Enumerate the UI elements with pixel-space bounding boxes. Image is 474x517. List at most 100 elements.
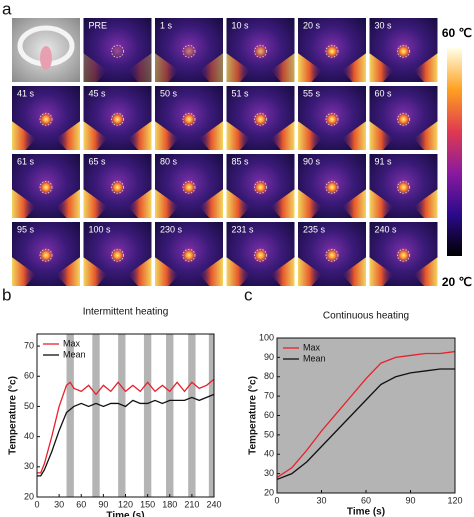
thermal-leg: [270, 121, 295, 150]
y-axis-title: Temperature (°c): [8, 376, 19, 455]
thermal-leg: [127, 257, 152, 286]
thermal-spot: [181, 247, 197, 264]
x-tick-label: 180: [162, 499, 177, 509]
thermal-spot: [38, 111, 54, 128]
x-tick-label: 210: [184, 499, 199, 509]
time-label: 60 s: [375, 88, 393, 98]
thermal-leg: [342, 257, 366, 286]
thermal-leg: [56, 189, 80, 218]
y-tick-label: 70: [264, 391, 274, 401]
time-label: 1 s: [160, 20, 173, 30]
roi-circle: [397, 112, 410, 126]
thermal-leg: [127, 121, 152, 150]
series-line: [37, 378, 215, 474]
thermal-leg: [342, 189, 366, 218]
thermal-spot: [109, 43, 126, 60]
thermal-leg: [83, 257, 108, 286]
plot-area: [277, 338, 455, 493]
roi-circle: [397, 248, 410, 262]
x-tick-label: 120: [118, 499, 133, 509]
y-tick-label: 30: [24, 461, 34, 471]
legend-label: Mean: [63, 349, 86, 359]
roi-circle: [39, 180, 53, 194]
roi-circle: [182, 180, 196, 194]
chart-title: Intermittent heating: [83, 307, 169, 318]
thermal-leg: [83, 189, 108, 218]
x-tick-label: 120: [447, 495, 462, 505]
time-label: 45 s: [89, 88, 107, 98]
thermal-leg: [226, 121, 251, 150]
roi-circle: [39, 248, 53, 262]
x-tick-label: 240: [206, 499, 221, 509]
y-tick-label: 40: [264, 449, 274, 459]
roi-circle: [39, 112, 53, 126]
y-tick-label: 50: [24, 401, 34, 411]
y-tick-label: 90: [264, 352, 274, 362]
thermal-leg: [199, 257, 223, 286]
x-tick-label: 90: [98, 499, 108, 509]
time-label: 50 s: [160, 88, 178, 98]
y-tick-label: 80: [264, 371, 274, 381]
time-label: 91 s: [375, 156, 393, 166]
thermal-leg: [369, 121, 394, 150]
photo-mouse: [40, 46, 52, 70]
thermal-leg: [413, 257, 438, 286]
shaded-region: [188, 334, 196, 497]
charts: 0 30 60 90 120 150 180 210 240 20 30 40 50 60 70 Interm…: [8, 307, 463, 517]
thermal-leg: [56, 257, 80, 286]
thermal-leg: [12, 257, 36, 286]
x-tick-label: 30: [54, 499, 64, 509]
shaded-region: [208, 334, 214, 497]
time-label: 10 s: [232, 20, 250, 30]
thermal-leg: [369, 53, 394, 82]
thermal-spot: [395, 247, 412, 264]
thermal-leg: [155, 257, 179, 286]
thermal-spot: [324, 179, 340, 196]
colorbar-min: 20 ℃: [442, 275, 472, 289]
legend-label: Max: [303, 342, 321, 352]
chart-title: Continuous heating: [323, 311, 409, 322]
colorbar: [447, 48, 462, 256]
thermal-leg: [298, 121, 322, 150]
thermal-spot: [109, 111, 126, 128]
thermal-leg: [342, 53, 366, 82]
roi-circle: [182, 112, 196, 126]
series-line: [37, 393, 215, 477]
time-label: 95 s: [17, 224, 35, 234]
thermal-leg: [199, 53, 223, 82]
x-tick-label: 90: [405, 495, 415, 505]
roi-circle: [325, 180, 339, 194]
panel-label: b: [2, 285, 11, 304]
roi-circle: [254, 112, 267, 126]
thermal-spot: [395, 43, 412, 60]
thermal-leg: [83, 53, 108, 82]
thermal-leg: [127, 189, 152, 218]
roi-circle: [111, 44, 124, 58]
time-label: PRE: [89, 20, 108, 30]
thermal-leg: [155, 53, 179, 82]
thermal-leg: [155, 189, 179, 218]
y-tick-label: 50: [264, 429, 274, 439]
thermal-leg: [270, 189, 295, 218]
time-label: 85 s: [232, 156, 250, 166]
time-label: 65 s: [89, 156, 107, 166]
time-label: 230 s: [160, 224, 183, 234]
y-tick-label: 70: [24, 340, 34, 350]
shaded-region: [143, 334, 152, 497]
x-tick-label: 0: [34, 499, 39, 509]
y-tick-label: 60: [264, 410, 274, 420]
y-tick-label: 60: [24, 371, 34, 381]
roi-circle: [397, 44, 410, 58]
legend-label: Mean: [303, 353, 326, 363]
thermal-leg: [226, 53, 251, 82]
thermal-leg: [270, 53, 295, 82]
roi-circle: [182, 44, 196, 58]
shaded-region: [66, 334, 74, 497]
thermal-leg: [413, 53, 438, 82]
thermal-spot: [181, 179, 197, 196]
thermal-leg: [12, 189, 36, 218]
shaded-region: [118, 334, 126, 497]
thermal-leg: [342, 121, 366, 150]
thermal-spot: [252, 247, 269, 264]
x-axis-title: Time (s): [347, 507, 385, 517]
